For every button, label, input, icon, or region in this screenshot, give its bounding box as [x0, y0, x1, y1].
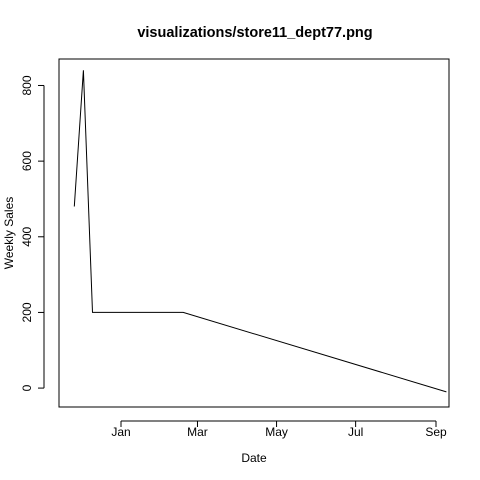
- y-tick-label: 200: [20, 302, 34, 322]
- x-tick-label: Mar: [187, 425, 208, 439]
- x-axis: Jan Mar May Jul Sep: [111, 420, 447, 439]
- y-tick-label: 600: [20, 151, 34, 171]
- y-axis: 0 200 400 600 800: [20, 75, 45, 391]
- y-tick-label: 0: [20, 384, 34, 391]
- y-tick-label: 800: [20, 75, 34, 95]
- x-axis-label: Date: [241, 451, 267, 465]
- y-tick-label: 400: [20, 226, 34, 246]
- y-axis-label: Weekly Sales: [2, 197, 16, 269]
- x-tick-label: May: [265, 425, 288, 439]
- x-tick-label: Jan: [111, 425, 130, 439]
- x-tick-label: Jul: [348, 425, 363, 439]
- x-tick-label: Sep: [425, 425, 447, 439]
- series-group: [73, 70, 447, 393]
- chart-title: visualizations/store11_dept77.png: [137, 25, 372, 41]
- series-line-0: [73, 70, 447, 393]
- plot-frame: [58, 58, 450, 408]
